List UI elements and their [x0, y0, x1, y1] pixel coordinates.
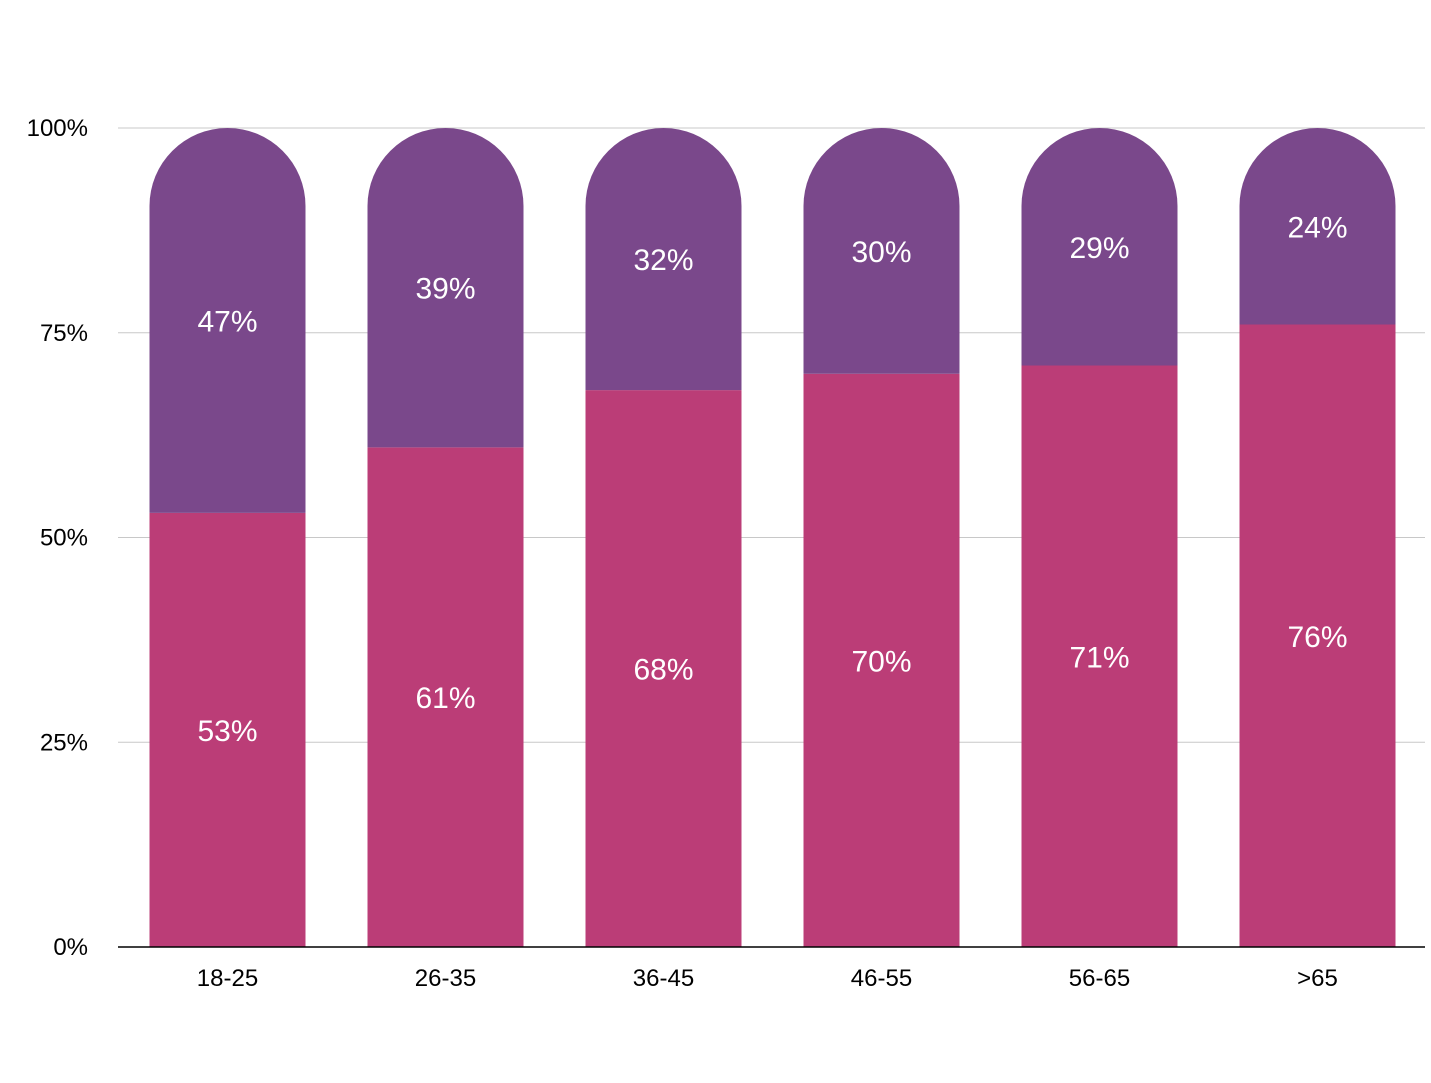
- bar-value-label: 47%: [197, 305, 257, 338]
- bar-segment: [585, 128, 742, 391]
- bar-segment: [1021, 128, 1178, 366]
- x-tick-label: 36-45: [633, 965, 694, 992]
- bar-value-label: 61%: [415, 682, 475, 715]
- y-tick-label: 25%: [40, 729, 88, 756]
- bar-segment: [367, 447, 524, 947]
- y-tick-label: 50%: [40, 525, 88, 552]
- bar-segment: [149, 512, 306, 947]
- bar-segment: [1239, 324, 1396, 947]
- axes: 0% 25% 50% 75% 100% 18-25 26-35 36-45 46-55 56-65…: [27, 115, 1425, 992]
- x-tick-label: >65: [1297, 965, 1338, 992]
- bar-value-label: 68%: [633, 654, 693, 687]
- x-tick-label: 46-55: [851, 965, 912, 992]
- bar-value-label: 70%: [851, 645, 911, 678]
- x-tick-label: 18-25: [197, 965, 258, 992]
- bar-segment: [149, 128, 306, 513]
- y-tick-label: 75%: [40, 320, 88, 347]
- bar-segment: [585, 390, 742, 948]
- bar-value-label: 53%: [197, 715, 257, 748]
- gridlines: [118, 127, 1425, 743]
- bar-segment: [803, 373, 960, 947]
- x-tick-label: 26-35: [415, 965, 476, 992]
- y-tick-label: 0%: [53, 934, 88, 961]
- bar-segment: [1239, 128, 1396, 325]
- bar-value-label: 71%: [1069, 641, 1129, 674]
- y-tick-label: 100%: [27, 115, 88, 142]
- data-labels: 53% 47% 61% 39% 68% 32% 70% 30% 71% 29% 76% 24%: [197, 211, 1347, 748]
- bar-segment: [803, 128, 960, 374]
- bar-value-label: 29%: [1069, 232, 1129, 265]
- bar-value-label: 24%: [1287, 211, 1347, 244]
- bar-segment: [1021, 365, 1178, 947]
- bar-value-label: 32%: [633, 244, 693, 277]
- bars: [149, 128, 1396, 948]
- bar-segment: [367, 128, 524, 448]
- x-tick-label: 56-65: [1069, 965, 1130, 992]
- bar-value-label: 39%: [415, 273, 475, 306]
- bar-value-label: 76%: [1287, 621, 1347, 654]
- bar-value-label: 30%: [851, 236, 911, 269]
